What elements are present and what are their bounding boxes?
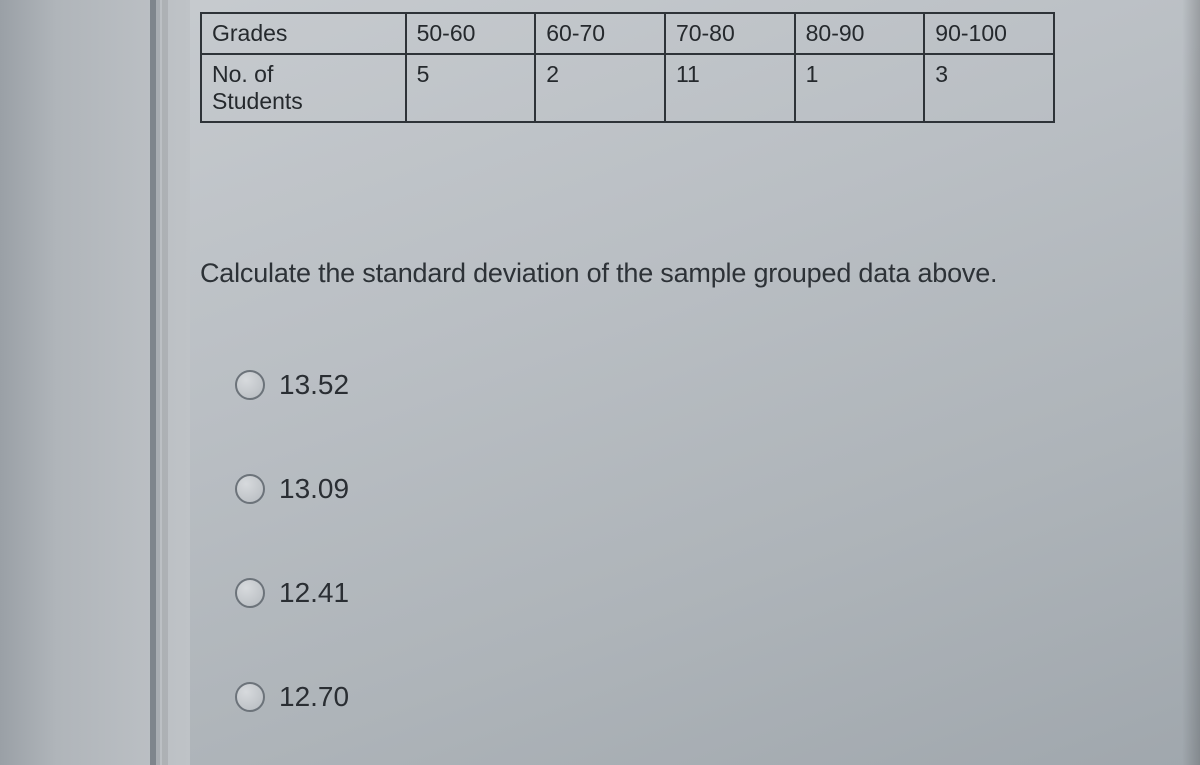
option-label: 13.09 <box>279 473 349 505</box>
table-cell: 3 <box>924 54 1054 122</box>
option-b[interactable]: 13.09 <box>235 473 1170 505</box>
notebook-binding <box>0 0 190 765</box>
table-cell: 90-100 <box>924 13 1054 54</box>
table-cell: 80-90 <box>795 13 925 54</box>
table-cell: 5 <box>406 54 536 122</box>
radio-icon <box>235 682 265 712</box>
option-label: 12.41 <box>279 577 349 609</box>
page-edge-shadow <box>1182 0 1200 765</box>
row-header: Grades <box>201 13 406 54</box>
question-text: Calculate the standard deviation of the … <box>200 258 1170 289</box>
table-cell: 70-80 <box>665 13 795 54</box>
option-label: 12.70 <box>279 681 349 713</box>
options-list: 13.52 13.09 12.41 12.70 <box>235 369 1170 713</box>
option-d[interactable]: 12.70 <box>235 681 1170 713</box>
grades-table: Grades 50-60 60-70 70-80 80-90 90-100 No… <box>200 12 1055 123</box>
option-label: 13.52 <box>279 369 349 401</box>
radio-icon <box>235 370 265 400</box>
table-cell: 1 <box>795 54 925 122</box>
table-cell: 50-60 <box>406 13 536 54</box>
table-row: Grades 50-60 60-70 70-80 80-90 90-100 <box>201 13 1054 54</box>
radio-icon <box>235 578 265 608</box>
table-cell: 60-70 <box>535 13 665 54</box>
row-header: No. of Students <box>201 54 406 122</box>
table-cell: 11 <box>665 54 795 122</box>
table-row: No. of Students 5 2 11 1 3 <box>201 54 1054 122</box>
table-cell: 2 <box>535 54 665 122</box>
option-a[interactable]: 13.52 <box>235 369 1170 401</box>
page-content: Grades 50-60 60-70 70-80 80-90 90-100 No… <box>190 0 1200 765</box>
option-c[interactable]: 12.41 <box>235 577 1170 609</box>
radio-icon <box>235 474 265 504</box>
